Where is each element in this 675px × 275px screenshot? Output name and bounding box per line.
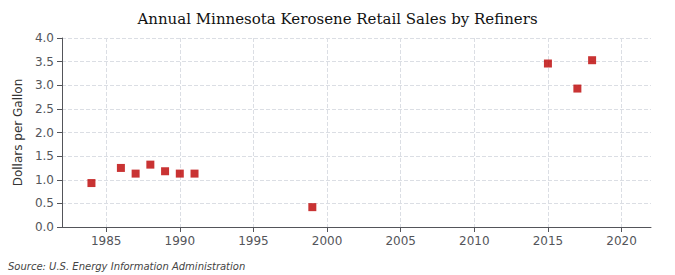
- svg-text:2005: 2005: [385, 234, 416, 248]
- svg-text:0.5: 0.5: [35, 196, 54, 210]
- svg-text:Annual Minnesota Kerosene Reta: Annual Minnesota Kerosene Retail Sales b…: [136, 10, 537, 28]
- svg-text:3.0: 3.0: [35, 78, 54, 92]
- svg-text:Source: U.S. Energy Informatio: Source: U.S. Energy Information Administ…: [8, 261, 245, 272]
- svg-text:3.5: 3.5: [35, 55, 54, 69]
- svg-text:2.0: 2.0: [35, 126, 54, 140]
- svg-text:Dollars per Gallon: Dollars per Gallon: [11, 79, 25, 187]
- svg-text:2.5: 2.5: [35, 102, 54, 116]
- svg-text:1985: 1985: [91, 234, 122, 248]
- svg-text:1.0: 1.0: [35, 173, 54, 187]
- svg-text:1.5: 1.5: [35, 149, 54, 163]
- svg-text:2010: 2010: [459, 234, 490, 248]
- svg-text:2015: 2015: [533, 234, 564, 248]
- svg-text:1990: 1990: [165, 234, 196, 248]
- svg-text:4.0: 4.0: [35, 31, 54, 45]
- svg-text:2000: 2000: [312, 234, 343, 248]
- svg-text:2020: 2020: [606, 234, 637, 248]
- svg-text:1995: 1995: [238, 234, 269, 248]
- svg-text:0.0: 0.0: [35, 220, 54, 234]
